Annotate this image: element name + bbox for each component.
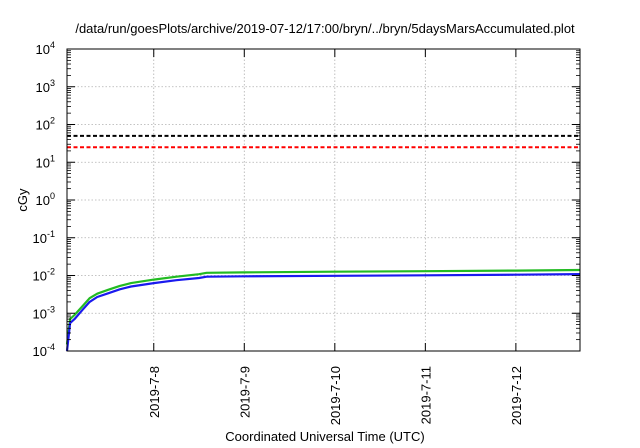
y-tick-exponent: 1 xyxy=(50,153,55,163)
y-tick-base: 10 xyxy=(36,155,50,170)
series-line xyxy=(65,268,581,345)
x-tick-label: 2019-7-9 xyxy=(237,366,252,418)
y-tick-label: 10-3 xyxy=(33,304,55,321)
y-tick-exponent: -4 xyxy=(47,342,55,352)
x-axis-label: Coordinated Universal Time (UTC) xyxy=(225,429,424,444)
y-tick-exponent: 4 xyxy=(50,40,55,50)
y-tick-label: 102 xyxy=(36,116,55,133)
x-tick-labels: 2019-7-8 2019-7-9 2019-7-10 2019-7-11 2019-7… xyxy=(147,366,524,425)
y-tick-label: 100 xyxy=(36,191,55,208)
y-tick-label: 104 xyxy=(36,40,55,57)
y-tick-exponent: -1 xyxy=(47,229,55,239)
y-tick-exponent: 3 xyxy=(50,78,55,88)
y-tick-label: 101 xyxy=(36,153,55,170)
y-tick-base: 10 xyxy=(36,118,50,133)
y-tick-label: 10-2 xyxy=(33,267,55,284)
ticks xyxy=(67,48,580,352)
y-tick-base: 10 xyxy=(33,344,47,359)
chart-title: /data/run/goesPlots/archive/2019-07-12/1… xyxy=(75,21,575,36)
y-tick-exponent: -2 xyxy=(47,267,55,277)
data-series xyxy=(65,268,581,352)
y-tick-label: 10-4 xyxy=(33,342,55,359)
x-tick-label: 2019-7-12 xyxy=(509,366,524,425)
x-tick-label: 2019-7-8 xyxy=(147,366,162,418)
x-tick-label: 2019-7-10 xyxy=(328,366,343,425)
y-tick-base: 10 xyxy=(33,231,47,246)
y-tick-label: 10-1 xyxy=(33,229,55,246)
y-tick-base: 10 xyxy=(36,193,50,208)
y-tick-base: 10 xyxy=(33,269,47,284)
y-tick-exponent: 2 xyxy=(50,116,55,126)
y-tick-base: 10 xyxy=(33,306,47,321)
y-tick-exponent: -3 xyxy=(47,304,55,314)
y-tick-base: 10 xyxy=(36,80,50,95)
y-tick-exponent: 0 xyxy=(50,191,55,201)
grid xyxy=(67,49,580,351)
y-tick-base: 10 xyxy=(36,42,50,57)
y-tick-label: 103 xyxy=(36,78,55,95)
series-line xyxy=(65,273,581,352)
y-axis-label: cGy xyxy=(15,188,30,212)
x-tick-label: 2019-7-11 xyxy=(418,366,433,424)
reference-lines xyxy=(67,134,580,149)
